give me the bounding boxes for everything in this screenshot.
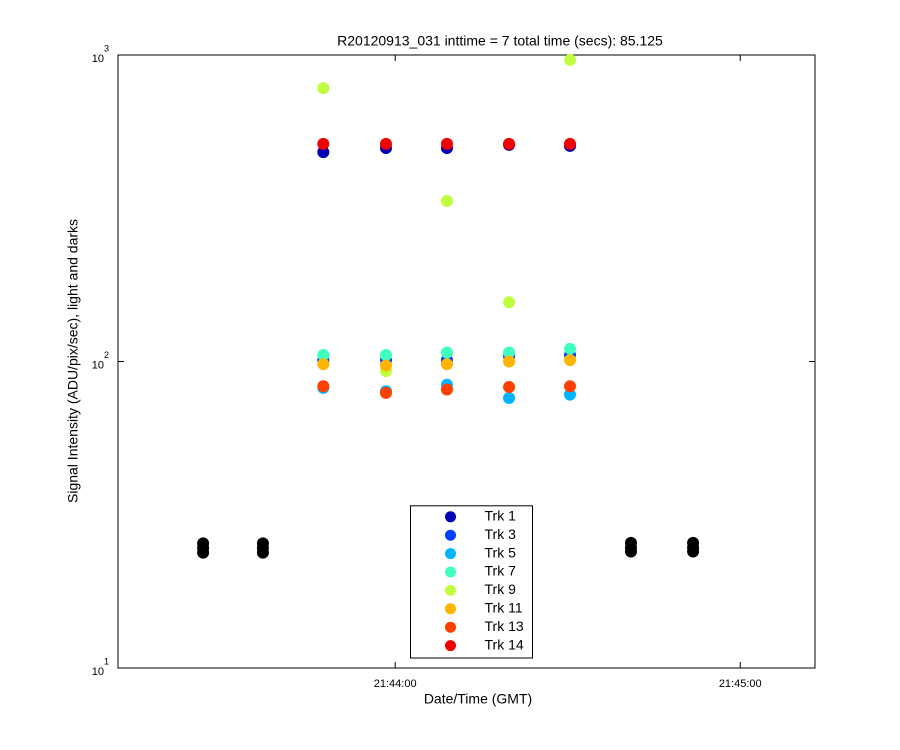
y-tick-exponent: 3 [104,43,109,53]
point [440,346,453,359]
point [379,349,392,362]
y-tick-exponent: 1 [104,656,109,666]
legend-label: Trk 5 [485,544,517,560]
point [317,146,330,159]
chart-title: R20120913_031 inttime = 7 total time (se… [337,33,663,49]
point [197,546,210,559]
legend-marker [445,529,456,541]
point [440,194,453,207]
y-axis-label: Signal Intensity (ADU/pix/sec), light an… [65,219,81,503]
y-tick-label: 10 [92,359,104,371]
point [440,137,453,150]
legend-marker [445,548,456,560]
legend-label: Trk 14 [485,636,524,652]
legend-label: Trk 13 [485,618,524,634]
point [317,380,330,393]
point [503,380,516,393]
point [564,53,577,66]
legend-marker [445,511,456,523]
legend-label: Trk 7 [485,563,517,579]
point [503,355,516,368]
point [687,545,700,558]
x-tick-label: 21:44:00 [374,678,417,690]
y-tick-label: 10 [92,666,104,678]
legend-box [410,505,533,659]
y-tick-label: 10 [92,53,104,65]
point [503,137,516,150]
point [440,358,453,371]
legend-label: Trk 9 [485,581,517,597]
point [564,137,577,150]
point [317,137,330,150]
point [503,392,516,405]
legend-marker [445,621,456,633]
x-axis-label: Date/Time (GMT) [424,691,532,707]
point [379,359,392,372]
point [503,346,516,359]
legend-label: Trk 1 [485,508,517,524]
point [440,383,453,396]
y-tick-exponent: 2 [104,350,109,360]
point [379,137,392,150]
legend-marker [445,584,456,596]
point [503,296,516,309]
legend: Trk 1 Trk 3 Trk 5 Trk 7 Trk 9 Trk 11 Trk 13 Trk… [410,505,533,659]
legend-label: Trk 3 [485,526,517,542]
point [564,354,577,367]
point [564,342,577,355]
legend-label: Trk 11 [485,600,523,616]
point [564,380,577,393]
point [256,546,269,559]
point [624,545,637,558]
legend-marker [445,566,456,578]
legend-marker [445,640,456,652]
point [379,386,392,399]
x-tick-label: 21:45:00 [719,678,762,690]
point [317,82,330,95]
point [317,349,330,362]
point [564,388,577,401]
legend-marker [445,603,456,615]
point [317,358,330,371]
